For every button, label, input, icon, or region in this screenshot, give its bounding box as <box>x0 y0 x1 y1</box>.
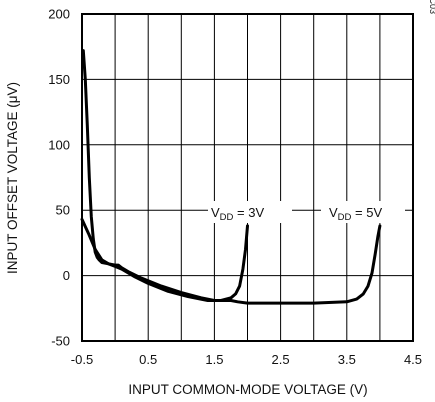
y-tick-label: 50 <box>56 203 70 218</box>
y-tick-labels: 200 150 100 50 0 -50 <box>48 7 70 349</box>
plot-frame <box>81 13 414 342</box>
series-label-3v-text: VDD = 3V <box>211 205 264 223</box>
x-tick-label: 4.5 <box>404 352 422 367</box>
series-label-5v: VDD = 5V <box>321 201 405 223</box>
x-tick-label: 1.5 <box>205 352 223 367</box>
series-label-5v-text: VDD = 5V <box>329 205 382 223</box>
y-tick-label: 200 <box>48 7 70 22</box>
data-series <box>80 49 382 305</box>
y-axis-label: INPUT OFFSET VOLTAGE (μV) <box>5 82 20 274</box>
x-tick-label: 2.5 <box>272 352 290 367</box>
y-tick-label: 0 <box>63 268 70 283</box>
y-tick-label: 150 <box>48 72 70 87</box>
series-label-3v: VDD = 3V <box>208 201 292 223</box>
x-axis-label: INPUT COMMON-MODE VOLTAGE (V) <box>128 382 367 397</box>
y-tick-label: 100 <box>48 137 70 152</box>
x-tick-label: 3.5 <box>338 352 356 367</box>
x-tick-labels: -0.5 0.5 1.5 2.5 3.5 4.5 <box>71 352 422 367</box>
x-tick-label: 0.5 <box>139 352 157 367</box>
series-line-vdd-5v <box>80 217 382 305</box>
y-tick-label: -50 <box>51 334 70 349</box>
figure-id: MAX4249-57 TOC03 <box>428 0 435 14</box>
x-tick-label: -0.5 <box>71 352 93 367</box>
grid-lines <box>82 14 413 341</box>
